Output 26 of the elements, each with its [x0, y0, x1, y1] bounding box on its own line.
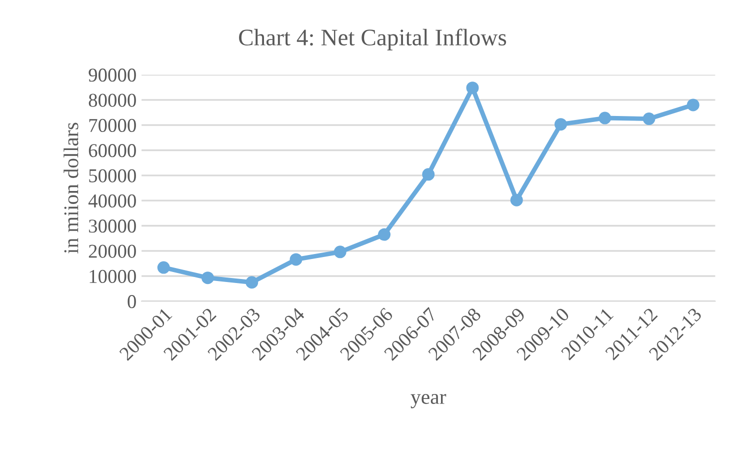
point	[246, 276, 258, 289]
point	[334, 246, 346, 258]
y-tick-label: 90000	[88, 68, 136, 82]
point	[554, 118, 568, 131]
point	[510, 194, 523, 206]
y-tick-label: 10000	[90, 270, 136, 284]
point	[598, 112, 612, 124]
y-tick-label: 50000	[89, 169, 136, 182]
y-tick-label: 20000	[88, 244, 136, 258]
y-axis-title: in miion dollars	[64, 122, 78, 254]
y-tick-label: 60000	[88, 144, 136, 158]
point	[201, 272, 214, 284]
y-tick-label: 40000	[88, 194, 136, 208]
point	[378, 228, 390, 241]
point	[686, 98, 700, 112]
y-tick-label: 0	[128, 295, 136, 308]
point	[422, 168, 435, 181]
point	[642, 112, 656, 126]
point	[290, 253, 302, 266]
point	[466, 82, 479, 94]
chart-title: Chart 4: Net Capital Inflows	[239, 28, 506, 50]
point	[157, 261, 170, 274]
y-tick-label: 70000	[89, 118, 136, 132]
x-axis-title: year	[410, 394, 446, 408]
y-tick-label: 30000	[89, 220, 136, 233]
y-tick-label: 80000	[88, 94, 136, 107]
